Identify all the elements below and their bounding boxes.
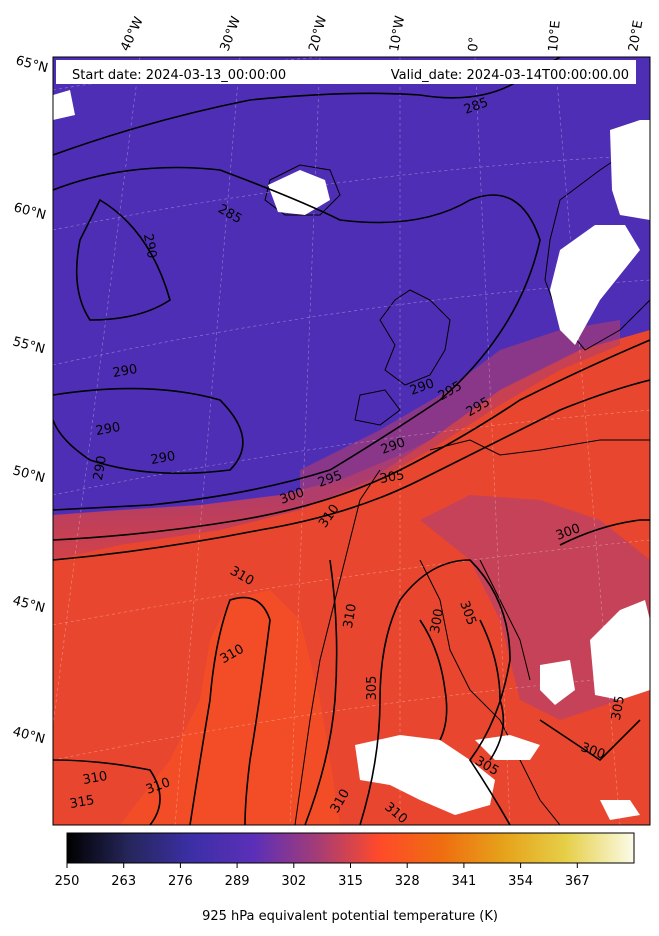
contour-label: 310 — [82, 769, 109, 788]
colorbar-tick-label: 250 — [55, 874, 80, 889]
lat-label-50n: 50°N — [11, 463, 47, 486]
colorbar-label: 925 hPa equivalent potential temperature… — [202, 909, 498, 924]
contour-label: 290 — [95, 420, 122, 439]
contour-label: 305 — [365, 676, 380, 701]
contour-label: 290 — [140, 233, 159, 260]
colorbar-tick-label: 367 — [565, 874, 590, 889]
valid-date-label: Valid_date: 2024-03-14T00:00:00.00 — [391, 68, 629, 83]
colorbar-tick-label: 302 — [281, 874, 306, 889]
lon-label-10e: 10°E — [546, 20, 564, 52]
lat-label-55n: 55°N — [11, 334, 47, 357]
contour-label: 290 — [112, 362, 139, 381]
start-date-label: Start date: 2024-03-13_00:00:00 — [72, 68, 286, 83]
lon-label-20w: 20°W — [306, 14, 330, 53]
colorbar-tick-label: 328 — [395, 874, 420, 889]
colorbar-tick-label: 354 — [508, 874, 533, 889]
contour-label: 315 — [69, 793, 96, 812]
warm-core-region — [120, 590, 340, 825]
lon-label-40w: 40°W — [118, 15, 147, 54]
contour-lines — [53, 57, 650, 825]
colorbar-tick-label: 341 — [451, 874, 476, 889]
colorbar-tick-label: 315 — [338, 874, 363, 889]
lon-label-30w: 30°W — [218, 14, 244, 53]
header-box: Start date: 2024-03-13_00:00:00 Valid_da… — [56, 60, 636, 84]
colorbar: 250 263 276 289 302 315 328 341 354 367 925 hPa e… — [55, 832, 635, 924]
lon-label-0: 0° — [466, 36, 482, 52]
colorbar-ticks: 250 263 276 289 302 315 328 341 354 367 — [55, 863, 590, 889]
colorbar-gradient — [66, 832, 635, 864]
lon-label-10w: 10°W — [387, 15, 408, 53]
contour-labels: 2852852902902902902902902952952952903003… — [69, 95, 628, 827]
frontal-transition — [300, 320, 620, 505]
latitude-labels: 65°N 60°N 55°N 50°N 45°N 40°N — [11, 53, 50, 747]
contour-label: 290 — [150, 449, 177, 468]
lat-label-60n: 60°N — [12, 200, 48, 223]
header-background — [56, 60, 636, 84]
lon-label-20e: 20°E — [626, 19, 646, 52]
contour-label: 305 — [379, 468, 406, 487]
contour-label: 305 — [609, 695, 628, 722]
lat-label-40n: 40°N — [11, 724, 47, 747]
map-frame — [52, 56, 651, 826]
missing-data-patches — [53, 90, 650, 820]
contour-label: 310 — [341, 603, 360, 630]
lat-label-65n: 65°N — [14, 53, 50, 76]
longitude-labels: 40°W 30°W 20°W 10°W 0° 10°E 20°E — [118, 14, 646, 53]
contour-label: 300 — [428, 608, 447, 635]
colorbar-tick-label: 263 — [111, 874, 136, 889]
map-field — [53, 57, 650, 825]
colorbar-tick-label: 276 — [168, 874, 193, 889]
colorbar-tick-label: 289 — [225, 874, 250, 889]
lat-label-45n: 45°N — [11, 593, 47, 616]
contour-label: 290 — [91, 455, 110, 482]
